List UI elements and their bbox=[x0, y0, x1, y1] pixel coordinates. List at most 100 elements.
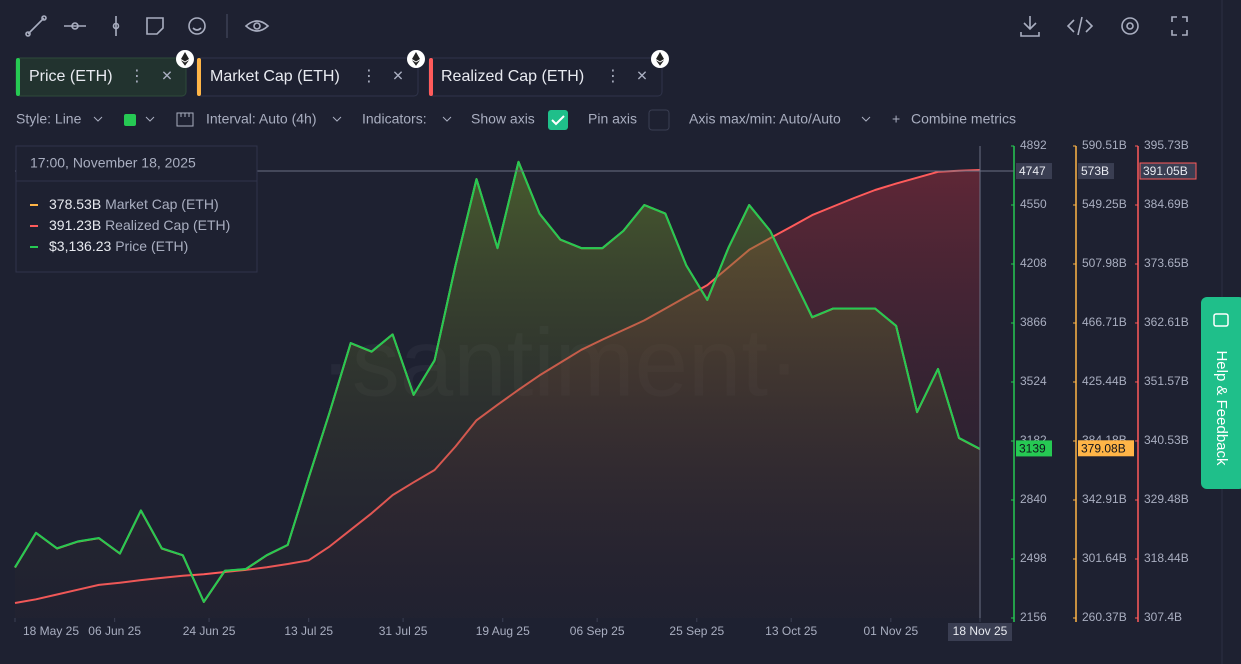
tick-label: 507.98B bbox=[1082, 256, 1127, 270]
pin-axis-label: Pin axis bbox=[588, 111, 637, 127]
value-badge-label: 3139 bbox=[1019, 442, 1046, 456]
tick-label: 362.61B bbox=[1144, 315, 1189, 329]
chip-close[interactable]: ✕ bbox=[392, 68, 404, 84]
help-feedback[interactable]: Help & Feedback bbox=[1201, 297, 1241, 489]
tick-label: 4892 bbox=[1020, 138, 1047, 152]
series-area bbox=[15, 161, 980, 618]
tick-label: 329.48B bbox=[1144, 492, 1189, 506]
help-text: Help & Feedback bbox=[1213, 350, 1230, 466]
caret bbox=[93, 116, 103, 122]
value-badge bbox=[1078, 163, 1114, 180]
tick-label: 301.64B bbox=[1082, 551, 1127, 565]
tick-label: 2840 bbox=[1020, 492, 1047, 506]
x-tick-label: 01 Nov 25 bbox=[863, 624, 918, 638]
tooltip-name: Price (ETH) bbox=[115, 238, 188, 254]
tick-label: 384.69B bbox=[1144, 197, 1189, 211]
interval-select[interactable]: Interval: Auto (4h) bbox=[206, 111, 317, 127]
tooltip: 17:00, November 18, 2025 378.53B Market C… bbox=[15, 145, 258, 273]
chip-close[interactable]: ✕ bbox=[636, 68, 648, 84]
tick-label: 3524 bbox=[1020, 374, 1047, 388]
tooltip-date: 17:00, November 18, 2025 bbox=[30, 155, 196, 171]
download[interactable] bbox=[1020, 16, 1040, 37]
x-tick-label: 18 Nov 25 bbox=[953, 624, 1008, 638]
value-badge bbox=[1016, 440, 1052, 457]
vline-tool[interactable] bbox=[112, 16, 120, 36]
tick-label: 260.37B bbox=[1082, 610, 1127, 624]
tooltip-value: $3,136.23 bbox=[49, 238, 111, 254]
emoji-tool[interactable] bbox=[188, 17, 206, 35]
tick-label: 340.53B bbox=[1144, 433, 1189, 447]
tooltip-name: Realized Cap (ETH) bbox=[105, 217, 230, 233]
embed[interactable] bbox=[1066, 16, 1094, 36]
chip-menu[interactable]: ⋮ bbox=[361, 68, 377, 85]
series-line bbox=[14, 160, 981, 603]
x-tick-label: 24 Jun 25 bbox=[183, 624, 236, 638]
tick-label: 2498 bbox=[1020, 551, 1047, 565]
tick-label: 466.71B bbox=[1082, 315, 1127, 329]
tooltip-value: 378.53B bbox=[49, 196, 101, 212]
chip-close[interactable]: ✕ bbox=[161, 68, 173, 84]
value-badge bbox=[1078, 440, 1134, 457]
chip-label: Realized Cap (ETH) bbox=[441, 68, 584, 85]
x-tick-label: 18 May 25 bbox=[23, 624, 79, 638]
chip-menu[interactable]: ⋮ bbox=[129, 68, 145, 85]
view-tool[interactable] bbox=[244, 20, 270, 32]
value-badge-label: 573B bbox=[1081, 164, 1109, 178]
fullscreen[interactable] bbox=[1171, 16, 1188, 36]
indicators-select[interactable]: Indicators: bbox=[362, 111, 427, 127]
check bbox=[551, 115, 565, 126]
note-tool[interactable] bbox=[146, 17, 164, 35]
value-badge bbox=[1016, 163, 1052, 180]
x-tick-label: 31 Jul 25 bbox=[379, 624, 428, 638]
help-icon bbox=[1213, 313, 1229, 327]
tick-label: 549.25B bbox=[1082, 197, 1127, 211]
combine-metrics[interactable]: Combine metrics bbox=[911, 111, 1016, 127]
chip-accent bbox=[16, 58, 20, 96]
tick-label: 3866 bbox=[1020, 315, 1047, 329]
value-badge bbox=[1139, 162, 1197, 180]
axis-minmax-select[interactable]: Axis max/min: Auto/Auto bbox=[689, 111, 841, 127]
chip-accent bbox=[429, 58, 433, 96]
tick-label: 2156 bbox=[1020, 610, 1047, 624]
chip[interactable]: Realized Cap (ETH) ⋮ ✕ bbox=[428, 57, 663, 97]
chip-accent bbox=[197, 58, 201, 96]
caret bbox=[145, 116, 155, 122]
tooltip-item: 391.23B Realized Cap (ETH) bbox=[49, 217, 230, 233]
tooltip-item: $3,136.23 Price (ETH) bbox=[49, 238, 188, 254]
settings-row: Style: Line Interval: Auto (4h) Indicato… bbox=[16, 109, 1016, 131]
settings[interactable] bbox=[1121, 17, 1139, 35]
chip-label: Price (ETH) bbox=[29, 68, 113, 85]
x-tick-label: 06 Jun 25 bbox=[88, 624, 141, 638]
interval-icon bbox=[176, 112, 194, 127]
value-badge-label: 379.08B bbox=[1081, 441, 1126, 455]
color-picker[interactable] bbox=[124, 114, 136, 126]
chip-menu[interactable]: ⋮ bbox=[605, 68, 621, 85]
tick-label: 4550 bbox=[1020, 197, 1047, 211]
show-axis-label: Show axis bbox=[471, 111, 535, 127]
value-badge-label: 391.05B bbox=[1143, 164, 1188, 178]
x-tick-label: 13 Oct 25 bbox=[765, 624, 817, 638]
chip[interactable]: Market Cap (ETH) ⋮ ✕ bbox=[196, 57, 419, 97]
pin-axis-checkbox[interactable] bbox=[648, 109, 670, 131]
eth-icons bbox=[176, 50, 669, 68]
style-select[interactable]: Style: Line bbox=[16, 111, 82, 127]
help-tab bbox=[1201, 297, 1241, 489]
tooltip-value: 391.23B bbox=[49, 217, 101, 233]
x-tick-label: 06 Sep 25 bbox=[570, 624, 625, 638]
value-badge-label: 4747 bbox=[1019, 164, 1046, 178]
hline-tool[interactable] bbox=[64, 22, 86, 30]
chip-label: Market Cap (ETH) bbox=[210, 68, 340, 85]
caret bbox=[332, 116, 342, 122]
tooltip-item: 378.53B Market Cap (ETH) bbox=[49, 196, 219, 212]
caret bbox=[442, 116, 452, 122]
x-tick-label: 13 Jul 25 bbox=[284, 624, 333, 638]
combine-plus: + bbox=[892, 111, 900, 127]
chip[interactable]: Price (ETH) ⋮ ✕ bbox=[15, 57, 187, 97]
tick-label: 342.91B bbox=[1082, 492, 1127, 506]
tick-label: 590.51B bbox=[1082, 138, 1127, 152]
x-tick-label: 19 Aug 25 bbox=[476, 624, 530, 638]
show-axis-checkbox[interactable] bbox=[548, 110, 568, 130]
trend-tool[interactable] bbox=[25, 15, 47, 37]
tick-label: 425.44B bbox=[1082, 374, 1127, 388]
